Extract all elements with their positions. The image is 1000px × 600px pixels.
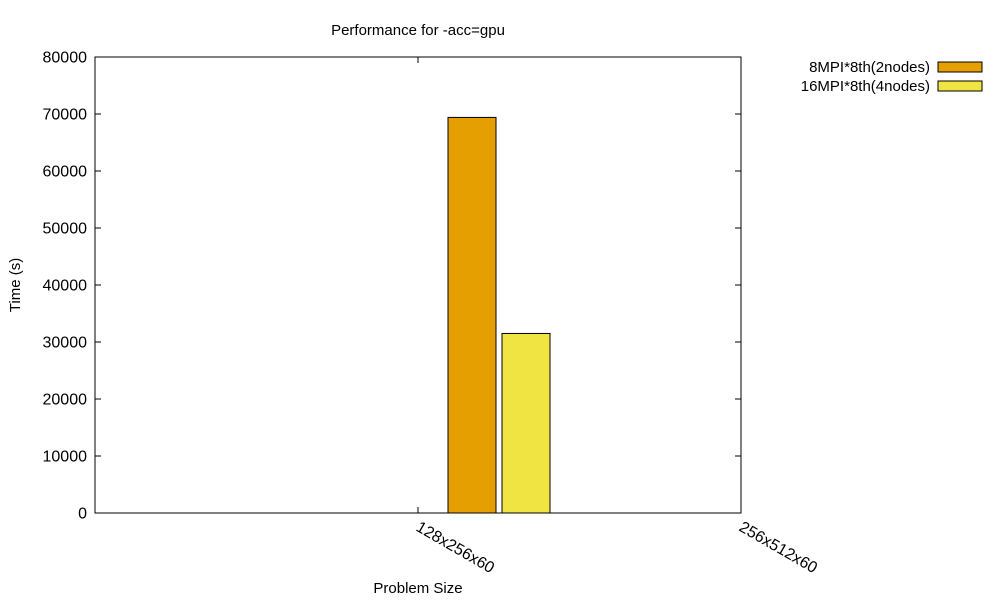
legend-swatch — [937, 61, 983, 73]
x-axis-label: Problem Size — [373, 580, 462, 597]
y-tick-label: 50000 — [43, 221, 88, 238]
y-axis-label: Time (s) — [7, 258, 24, 312]
legend-label: 8MPI*8th(2nodes) — [809, 59, 930, 76]
y-tick-label: 40000 — [43, 278, 88, 295]
legend: 8MPI*8th(2nodes) 16MPI*8th(4nodes) — [801, 59, 983, 95]
y-tick-label: 10000 — [43, 449, 88, 466]
y-tick-label: 30000 — [43, 335, 88, 352]
bar-2-128x256x60 — [501, 332, 551, 514]
y-tick-label: 60000 — [43, 164, 88, 181]
bar-1-128x256x60 — [447, 116, 497, 514]
x-tick-label: 128x256x60 — [413, 519, 497, 577]
y-tick-label: 0 — [78, 506, 87, 523]
chart-title: Performance for -acc=gpu — [331, 22, 505, 39]
y-tick-label: 70000 — [43, 107, 88, 124]
y-tick-label: 80000 — [43, 50, 88, 67]
plot-frame — [94, 56, 742, 514]
y-tick-label: 20000 — [43, 392, 88, 409]
x-tick-label: 256x512x60 — [736, 519, 820, 577]
legend-swatch — [937, 80, 983, 92]
bar-group — [447, 116, 551, 514]
y-axis-ticks: 0 10000 20000 30000 40000 50000 60000 70000 8000… — [43, 50, 741, 523]
legend-label: 16MPI*8th(4nodes) — [801, 78, 930, 95]
